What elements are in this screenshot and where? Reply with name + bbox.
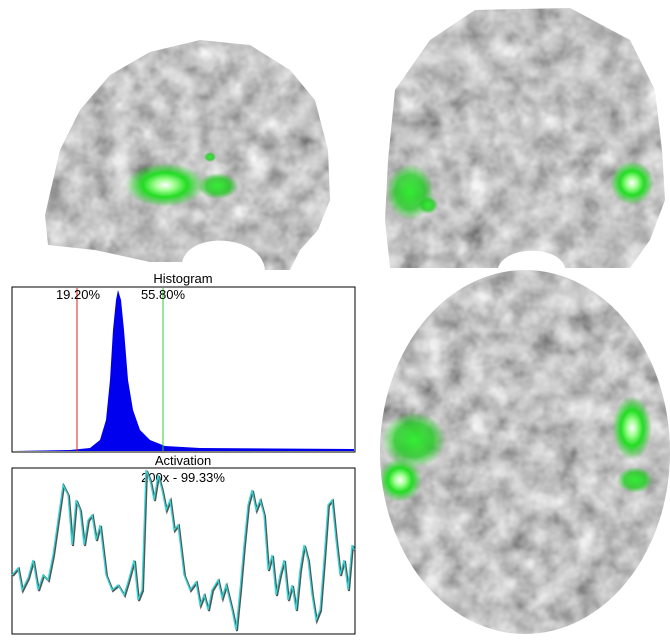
coronal-view (383, 6, 668, 271)
viewer: Histogram 19.20% 55.80% Activation 200x … (0, 0, 670, 635)
sagittal-view (40, 38, 335, 273)
axial-view (378, 268, 670, 635)
page: Histogram 19.20% 55.80% Activation 200x … (0, 0, 670, 635)
histogram-frame (12, 287, 355, 452)
upper-threshold-label: 55.80% (141, 287, 186, 302)
histogram-panel: Histogram 19.20% 55.80% (12, 271, 355, 452)
histogram-title: Histogram (153, 271, 212, 286)
activation-subtitle: 200x - 99.33% (141, 470, 225, 485)
activation-title: Activation (155, 453, 211, 468)
lower-threshold-label: 19.20% (56, 287, 101, 302)
activation-panel: Activation 200x - 99.33% (12, 453, 355, 634)
